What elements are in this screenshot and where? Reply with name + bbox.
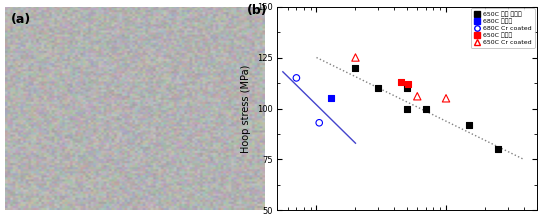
Legend: 650C 기존 데이터, 680C 데이터, 680C Cr coated, 650C 데이터, 650C Cr coated: 650C 기존 데이터, 680C 데이터, 680C Cr coated, 6… [471,8,535,48]
Point [374,86,383,90]
Y-axis label: Hoop stress (MPa): Hoop stress (MPa) [241,64,251,153]
Point [464,123,473,127]
Point [351,56,360,59]
Text: (b): (b) [247,5,267,18]
Point [397,80,405,84]
Point [351,66,360,69]
Point [403,86,411,90]
Point [493,148,502,151]
Point [315,121,324,125]
Point [327,97,335,100]
Point [292,76,301,80]
Point [413,95,422,98]
Point [403,107,411,110]
Point [404,82,412,86]
Point [442,97,450,100]
Point [422,107,430,110]
Text: (a): (a) [11,13,31,26]
